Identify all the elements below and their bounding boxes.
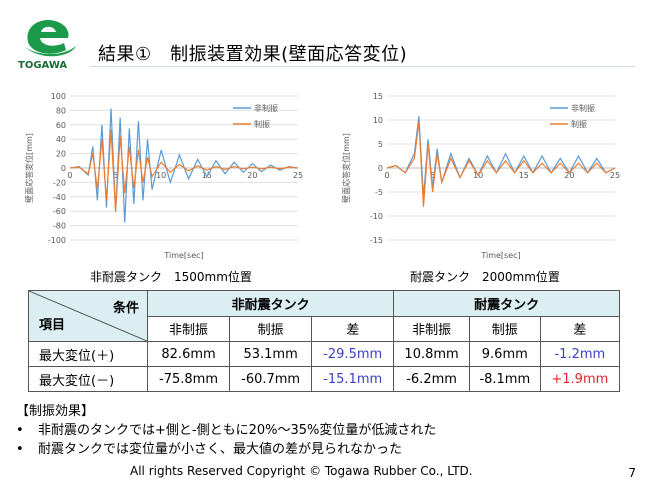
y-tick-label: 10 bbox=[373, 116, 383, 125]
row-label: 最大変位(－) bbox=[28, 366, 148, 392]
table-cell-diff: -15.1mm bbox=[311, 366, 395, 392]
y-tick-label: -100 bbox=[48, 236, 66, 245]
chart-non-seismic-tank: 100 80 60 40 20 0 -20 -40 -60 -80 -100 0 5 10 15 20 25 Ti… bbox=[18, 90, 308, 265]
logo-text: TOGAWA bbox=[18, 60, 67, 70]
x-tick-label: 15 bbox=[519, 171, 529, 180]
corner-label-conditions: 条件 bbox=[112, 301, 139, 316]
y-axis-label: 壁面応答変位[mm] bbox=[341, 133, 351, 203]
x-tick-label: 5 bbox=[430, 171, 435, 180]
y-tick-label: -15 bbox=[370, 236, 383, 245]
y-tick-label: 0 bbox=[61, 164, 66, 173]
note-item: • 耐震タンクでは変位量が小さく、最大値の差が見られなかった bbox=[16, 440, 436, 459]
table-cell: -60.7mm bbox=[229, 366, 313, 392]
y-tick-label: -10 bbox=[370, 212, 383, 221]
table-cell: 9.6mm bbox=[468, 341, 541, 367]
bullet-icon: • bbox=[16, 442, 24, 457]
x-tick-label: 0 bbox=[67, 171, 72, 180]
note-text: 非耐震のタンクでは+側と-側ともに20%～35%変位量が低減された bbox=[38, 423, 437, 438]
company-logo: TOGAWA bbox=[14, 10, 84, 71]
table-cell: -8.1mm bbox=[468, 366, 541, 392]
y-tick-label: 0 bbox=[378, 164, 383, 173]
notes-heading: 【制振効果】 bbox=[16, 404, 95, 419]
x-tick-label: 20 bbox=[564, 171, 574, 180]
table-cell: 82.6mm bbox=[146, 341, 231, 367]
results-table: 条件 項目 非耐震タンク 耐震タンク 非制振 制振 差 非制振 制振 差 最大変… bbox=[28, 290, 621, 392]
x-axis-label: Time[sec] bbox=[480, 251, 520, 260]
corner-label-items: 項目 bbox=[39, 318, 66, 333]
y-tick-label: -40 bbox=[53, 193, 66, 202]
y-tick-label: 40 bbox=[56, 135, 66, 144]
chart-caption-seismic: 耐震タンク 2000mm位置 bbox=[410, 270, 560, 284]
sub-header: 制振 bbox=[229, 315, 313, 342]
table-cell-diff: -1.2mm bbox=[539, 341, 621, 367]
title-divider bbox=[90, 66, 635, 67]
table-cell-diff: -29.5mm bbox=[311, 341, 395, 367]
note-text: 耐震タンクでは変位量が小さく、最大値の差が見られなかった bbox=[38, 442, 403, 457]
logo-mark-icon: TOGAWA bbox=[18, 20, 76, 71]
sub-header: 差 bbox=[311, 315, 395, 342]
series-line bbox=[386, 121, 616, 207]
x-tick-label: 25 bbox=[293, 171, 303, 180]
chart-caption-non-seismic: 非耐震タンク 1500mm位置 bbox=[90, 270, 252, 284]
x-tick-label: 25 bbox=[610, 171, 620, 180]
legend-label: 制振 bbox=[254, 119, 270, 129]
row-label: 最大変位(＋) bbox=[28, 341, 148, 367]
x-tick-label: 20 bbox=[247, 171, 257, 180]
page-number: 7 bbox=[628, 466, 636, 480]
table-corner-cell: 条件 項目 bbox=[28, 290, 148, 342]
legend-label: 制振 bbox=[571, 119, 587, 129]
y-tick-label: 15 bbox=[373, 92, 383, 101]
y-tick-label: 5 bbox=[378, 140, 383, 149]
y-tick-label: -5 bbox=[375, 188, 383, 197]
table-cell: 53.1mm bbox=[229, 341, 313, 367]
sub-header: 非制振 bbox=[146, 315, 231, 342]
sub-header: 非制振 bbox=[393, 315, 470, 342]
sub-header: 制振 bbox=[468, 315, 541, 342]
note-item: • 非耐震のタンクでは+側と-側ともに20%～35%変位量が低減された bbox=[16, 421, 436, 440]
table-cell-diff: +1.9mm bbox=[539, 366, 621, 392]
y-tick-label: 80 bbox=[56, 106, 66, 115]
series-line bbox=[69, 129, 299, 212]
y-tick-label: 100 bbox=[51, 92, 66, 101]
x-tick-label: 5 bbox=[113, 171, 118, 180]
copyright-text: All rights Reserved Copyright © Togawa R… bbox=[130, 464, 473, 478]
group-header-non-seismic: 非耐震タンク bbox=[146, 290, 395, 317]
table-row: 最大変位(－) -75.8mm -60.7mm -15.1mm -6.2mm -… bbox=[28, 366, 621, 392]
notes-section: 【制振効果】 • 非耐震のタンクでは+側と-側ともに20%～35%変位量が低減され… bbox=[16, 402, 436, 459]
sub-header: 差 bbox=[539, 315, 621, 342]
legend-label: 非制振 bbox=[571, 103, 595, 113]
y-tick-label: -80 bbox=[53, 222, 66, 231]
x-tick-label: 0 bbox=[384, 171, 389, 180]
y-tick-label: -60 bbox=[53, 207, 66, 216]
chart-seismic-tank: 15 10 5 0 -5 -10 -15 0 5 10 15 20 25 Time[sec] 壁面応答変位[… bbox=[335, 90, 625, 265]
table-row: 最大変位(＋) 82.6mm 53.1mm -29.5mm 10.8mm 9.6… bbox=[28, 341, 621, 367]
table-cell: -75.8mm bbox=[146, 366, 231, 392]
corner-diagonal bbox=[29, 291, 147, 341]
page-title: 結果① 制振装置効果(壁面応答変位) bbox=[98, 44, 408, 65]
bullet-icon: • bbox=[16, 423, 24, 438]
x-axis-label: Time[sec] bbox=[163, 251, 203, 260]
table-cell: -6.2mm bbox=[393, 366, 470, 392]
group-header-seismic: 耐震タンク bbox=[393, 290, 620, 317]
y-tick-label: 60 bbox=[56, 121, 66, 130]
y-tick-label: 20 bbox=[56, 150, 66, 159]
y-tick-label: -20 bbox=[53, 178, 66, 187]
y-axis-label: 壁面応答変位[mm] bbox=[24, 133, 34, 203]
legend-label: 非制振 bbox=[254, 103, 278, 113]
x-tick-label: 10 bbox=[156, 171, 166, 180]
table-cell: 10.8mm bbox=[393, 341, 470, 367]
